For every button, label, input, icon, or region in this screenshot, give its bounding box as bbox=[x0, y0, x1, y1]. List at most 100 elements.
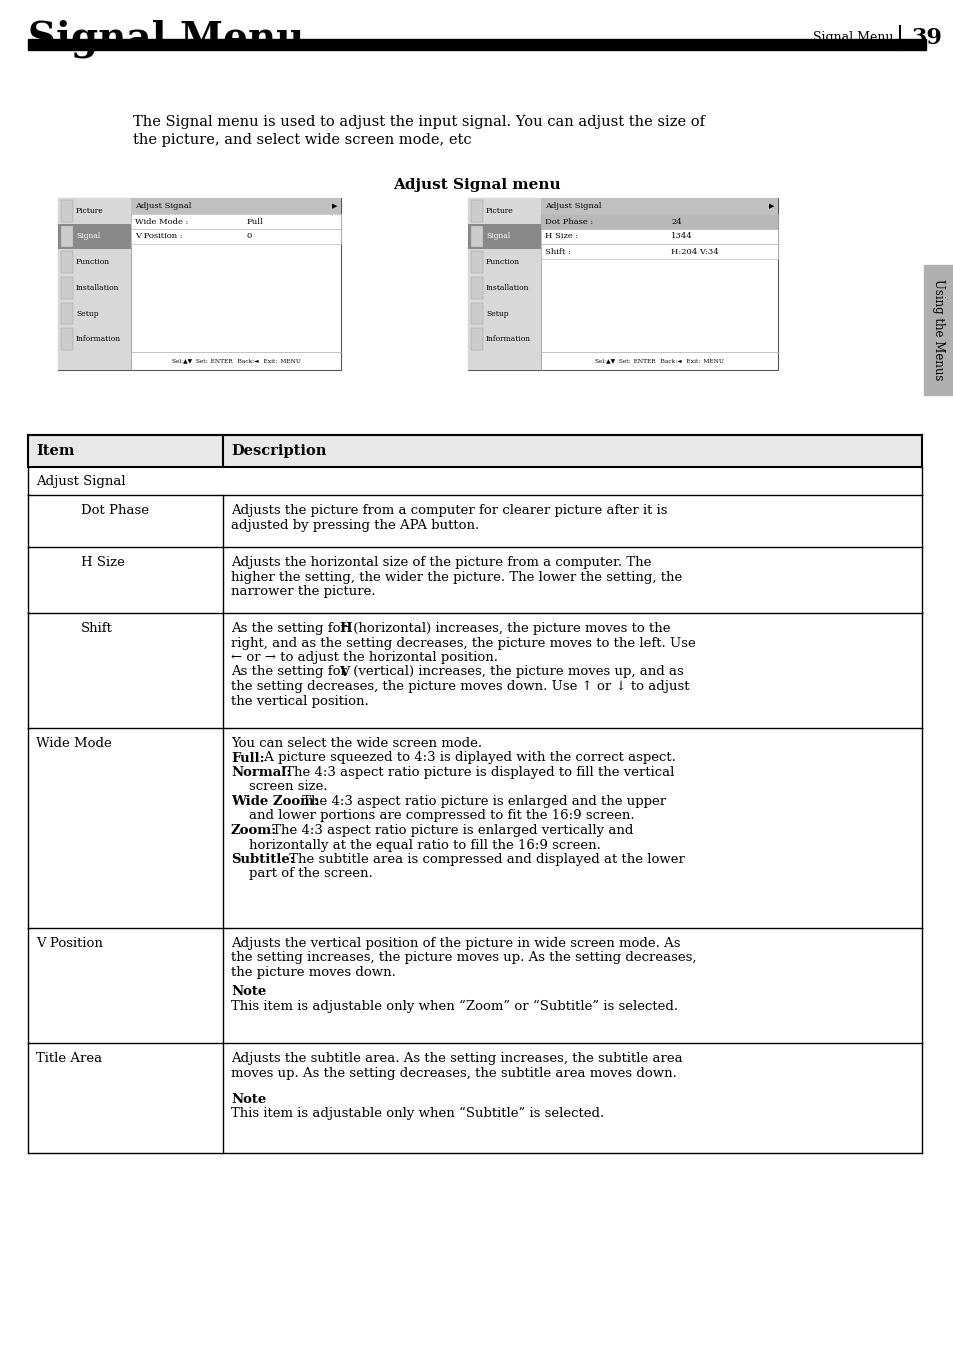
Text: Zoom:: Zoom: bbox=[231, 823, 276, 837]
Text: Adjust Signal: Adjust Signal bbox=[544, 201, 601, 210]
Bar bbox=[28, 495, 921, 548]
Bar bbox=[471, 329, 482, 350]
Text: the vertical position.: the vertical position. bbox=[231, 695, 369, 707]
Bar bbox=[468, 223, 540, 249]
Text: Adjust Signal: Adjust Signal bbox=[135, 201, 192, 210]
Text: Picture: Picture bbox=[485, 207, 514, 215]
Text: As the setting for: As the setting for bbox=[231, 622, 351, 635]
Text: V Position :: V Position : bbox=[135, 233, 182, 241]
Text: Setup: Setup bbox=[485, 310, 508, 318]
Text: Signal Menu: Signal Menu bbox=[812, 31, 892, 45]
Text: Note: Note bbox=[231, 984, 266, 998]
Text: The subtitle area is compressed and displayed at the lower: The subtitle area is compressed and disp… bbox=[285, 853, 684, 867]
Bar bbox=[61, 303, 73, 324]
Bar bbox=[923, 265, 953, 395]
Text: A picture squeezed to 4:3 is diplayed with the correct aspect.: A picture squeezed to 4:3 is diplayed wi… bbox=[260, 752, 675, 764]
Text: 24: 24 bbox=[671, 218, 681, 226]
Text: Adjusts the picture from a computer for clearer picture after it is: Adjusts the picture from a computer for … bbox=[231, 504, 667, 516]
Text: Information: Information bbox=[485, 335, 531, 343]
Text: 1344: 1344 bbox=[671, 233, 693, 241]
Bar bbox=[471, 303, 482, 324]
Text: part of the screen.: part of the screen. bbox=[249, 868, 373, 880]
Text: Shift: Shift bbox=[81, 622, 112, 635]
Bar bbox=[61, 251, 73, 273]
Text: The Signal menu is used to adjust the input signal. You can adjust the size of: The Signal menu is used to adjust the in… bbox=[132, 115, 704, 128]
Bar bbox=[540, 214, 778, 228]
Text: As the setting for: As the setting for bbox=[231, 665, 351, 679]
Text: Adjust Signal menu: Adjust Signal menu bbox=[393, 178, 560, 192]
Text: Wide Mode: Wide Mode bbox=[36, 737, 112, 750]
Bar bbox=[28, 927, 921, 1042]
Text: Wide Mode :: Wide Mode : bbox=[135, 218, 188, 226]
Text: the picture, and select wide screen mode, etc: the picture, and select wide screen mode… bbox=[132, 132, 471, 147]
Text: moves up. As the setting decreases, the subtitle area moves down.: moves up. As the setting decreases, the … bbox=[231, 1067, 677, 1079]
Bar bbox=[468, 197, 778, 370]
Text: Full: Full bbox=[246, 218, 263, 226]
Text: higher the setting, the wider the picture. The lower the setting, the: higher the setting, the wider the pictur… bbox=[231, 571, 681, 584]
Bar bbox=[28, 435, 921, 466]
Bar bbox=[58, 197, 131, 370]
Text: narrower the picture.: narrower the picture. bbox=[231, 585, 375, 598]
Bar bbox=[58, 223, 131, 249]
Text: ← or → to adjust the horizontal position.: ← or → to adjust the horizontal position… bbox=[231, 652, 497, 664]
Bar bbox=[61, 329, 73, 350]
Text: H:204 V:34: H:204 V:34 bbox=[671, 247, 719, 256]
Bar bbox=[468, 197, 540, 370]
Text: Wide Zoom:: Wide Zoom: bbox=[231, 795, 318, 808]
Bar bbox=[28, 39, 925, 50]
Text: adjusted by pressing the APA button.: adjusted by pressing the APA button. bbox=[231, 519, 478, 531]
Text: Function: Function bbox=[76, 258, 110, 266]
Text: the picture moves down.: the picture moves down. bbox=[231, 965, 395, 979]
Text: Dot Phase: Dot Phase bbox=[81, 504, 149, 516]
Text: Item: Item bbox=[36, 443, 74, 458]
Text: H Size: H Size bbox=[81, 556, 125, 569]
Text: V: V bbox=[338, 665, 349, 679]
Text: 0: 0 bbox=[246, 233, 252, 241]
Bar bbox=[540, 243, 778, 260]
Text: Signal: Signal bbox=[485, 233, 510, 241]
Text: Normal:: Normal: bbox=[231, 767, 291, 779]
Text: Full:: Full: bbox=[231, 752, 264, 764]
Bar bbox=[131, 228, 340, 243]
Text: Adjusts the subtitle area. As the setting increases, the subtitle area: Adjusts the subtitle area. As the settin… bbox=[231, 1052, 682, 1065]
Bar bbox=[471, 226, 482, 247]
Text: (horizontal) increases, the picture moves to the: (horizontal) increases, the picture move… bbox=[349, 622, 670, 635]
Text: This item is adjustable only when “Zoom” or “Subtitle” is selected.: This item is adjustable only when “Zoom”… bbox=[231, 999, 678, 1013]
Text: Picture: Picture bbox=[76, 207, 104, 215]
Text: and lower portions are compressed to fit the 16:9 screen.: and lower portions are compressed to fit… bbox=[249, 810, 634, 822]
Bar bbox=[28, 466, 921, 495]
Text: Adjust Signal: Adjust Signal bbox=[36, 475, 126, 488]
Bar bbox=[131, 197, 340, 214]
Bar bbox=[131, 214, 340, 228]
Bar bbox=[28, 548, 921, 612]
Text: Signal: Signal bbox=[76, 233, 100, 241]
Bar bbox=[28, 612, 921, 727]
Text: Signal Menu: Signal Menu bbox=[28, 19, 304, 58]
Text: The 4:3 aspect ratio picture is displayed to fill the vertical: The 4:3 aspect ratio picture is displaye… bbox=[281, 767, 674, 779]
Text: Sel:▲▼  Set: ENTER  Back:◄  Exit: MENU: Sel:▲▼ Set: ENTER Back:◄ Exit: MENU bbox=[172, 358, 300, 364]
Text: Information: Information bbox=[76, 335, 121, 343]
Text: Adjusts the vertical position of the picture in wide screen mode. As: Adjusts the vertical position of the pic… bbox=[231, 937, 679, 950]
Text: Installation: Installation bbox=[76, 284, 119, 292]
Text: Setup: Setup bbox=[76, 310, 98, 318]
Bar bbox=[61, 200, 73, 222]
Text: Note: Note bbox=[231, 1092, 266, 1106]
Bar bbox=[28, 1042, 921, 1153]
Text: Description: Description bbox=[231, 443, 326, 458]
Bar bbox=[471, 277, 482, 299]
Text: the setting increases, the picture moves up. As the setting decreases,: the setting increases, the picture moves… bbox=[231, 952, 696, 964]
Bar bbox=[540, 228, 778, 243]
Bar bbox=[61, 277, 73, 299]
Text: right, and as the setting decreases, the picture moves to the left. Use: right, and as the setting decreases, the… bbox=[231, 637, 695, 649]
Bar bbox=[471, 251, 482, 273]
Bar bbox=[58, 197, 340, 370]
Text: (vertical) increases, the picture moves up, and as: (vertical) increases, the picture moves … bbox=[349, 665, 683, 679]
Text: H: H bbox=[338, 622, 352, 635]
Text: Title Area: Title Area bbox=[36, 1052, 102, 1065]
Text: Subtitle:: Subtitle: bbox=[231, 853, 294, 867]
Text: the setting decreases, the picture moves down. Use ↑ or ↓ to adjust: the setting decreases, the picture moves… bbox=[231, 680, 689, 694]
Text: Shift :: Shift : bbox=[544, 247, 570, 256]
Text: horizontally at the equal ratio to fill the 16:9 screen.: horizontally at the equal ratio to fill … bbox=[249, 838, 600, 852]
Text: Adjusts the horizontal size of the picture from a computer. The: Adjusts the horizontal size of the pictu… bbox=[231, 556, 651, 569]
Bar bbox=[540, 197, 778, 214]
